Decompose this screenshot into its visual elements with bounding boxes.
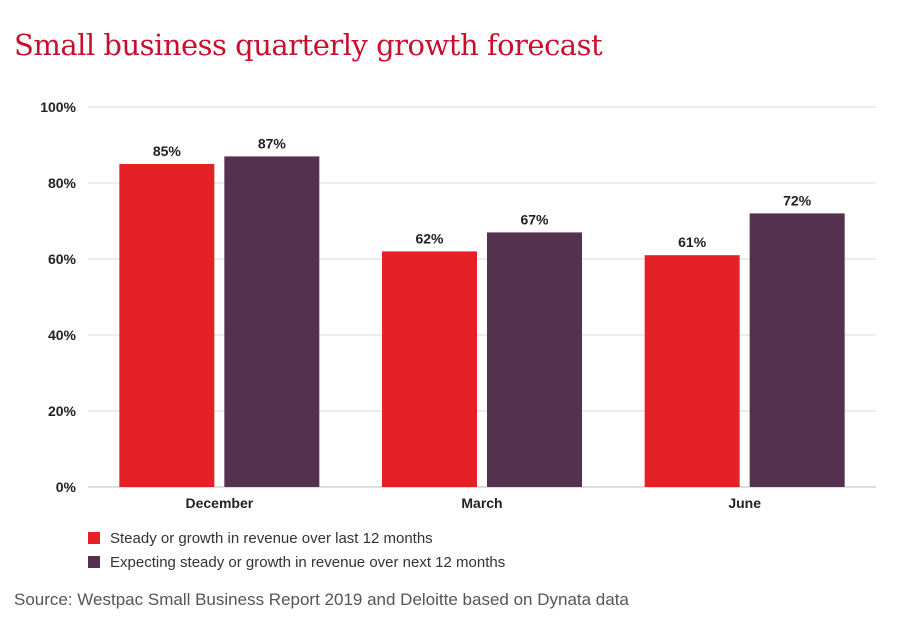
y-tick-label: 40%: [48, 327, 77, 343]
legend-item-series2: Expecting steady or growth in revenue ov…: [88, 550, 505, 574]
bar-chart: 0% 20% 40% 60% 80% 100% 85% 87% December 62% 67% Ma…: [40, 99, 876, 511]
data-label: 87%: [258, 135, 287, 151]
bar-series2: [224, 156, 320, 487]
chart-title: Small business quarterly growth forecast: [14, 28, 603, 62]
bar-series1: [119, 164, 215, 487]
legend-label-series2: Expecting steady or growth in revenue ov…: [110, 553, 506, 571]
legend-label-series1: Steady or growth in revenue over last 12…: [110, 529, 433, 547]
y-tick-label: 20%: [48, 403, 77, 419]
y-tick-label: 0%: [56, 479, 77, 495]
source-note: Source: Westpac Small Business Report 20…: [14, 590, 629, 609]
x-tick-label: March: [461, 495, 502, 511]
y-tick-label: 80%: [48, 175, 77, 191]
data-label: 85%: [153, 143, 182, 159]
x-tick-label: December: [185, 495, 253, 511]
bar-series2: [487, 232, 582, 487]
data-label: 62%: [415, 230, 444, 246]
y-tick-label: 100%: [40, 99, 76, 115]
y-tick-label: 60%: [48, 251, 77, 267]
x-tick-label: June: [728, 495, 761, 511]
legend-item-series1: Steady or growth in revenue over last 12…: [88, 526, 505, 550]
legend-swatch-series1: [88, 532, 100, 544]
legend: Steady or growth in revenue over last 12…: [88, 526, 505, 574]
legend-swatch-series2: [88, 556, 100, 568]
data-label: 72%: [783, 192, 812, 208]
data-label: 67%: [520, 211, 549, 227]
bar-series1: [644, 255, 740, 487]
bar-series1: [382, 251, 477, 487]
bar-series2: [749, 213, 845, 487]
data-label: 61%: [678, 234, 707, 250]
